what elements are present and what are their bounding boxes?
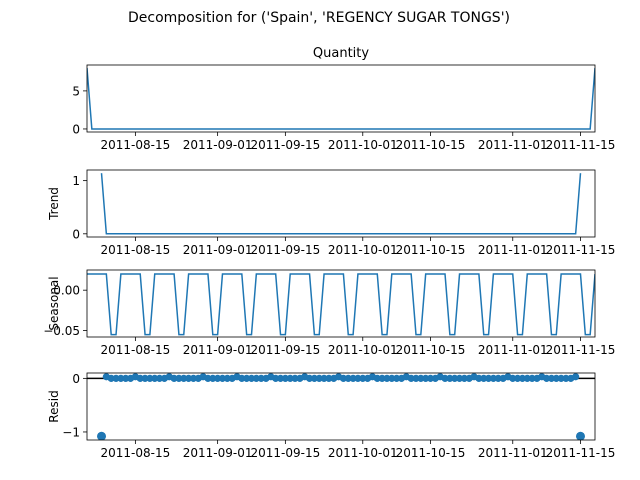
x-tick-label: 2011-10-01 <box>328 446 398 460</box>
y-tick-label: 5 <box>72 84 80 98</box>
x-tick-label: 2011-09-01 <box>183 138 253 152</box>
x-tick-label: 2011-09-01 <box>183 343 253 357</box>
x-tick-label: 2011-09-15 <box>250 343 320 357</box>
seasonal-line <box>87 273 595 336</box>
y-tick-label: −0.05 <box>43 324 80 338</box>
y-tick-label: 0 <box>72 227 80 241</box>
x-tick-label: 2011-09-15 <box>250 138 320 152</box>
y-tick-label: −1 <box>62 425 80 439</box>
x-tick-label: 2011-08-15 <box>101 446 171 460</box>
x-tick-label: 2011-11-15 <box>546 446 616 460</box>
x-tick-label: 2011-11-01 <box>478 343 548 357</box>
y-tick-label: 0 <box>72 122 80 136</box>
x-tick-label: 2011-08-15 <box>101 138 171 152</box>
x-tick-label: 2011-08-15 <box>101 343 171 357</box>
subplot-title: Quantity <box>313 46 369 61</box>
x-tick-label: 2011-10-15 <box>396 243 466 257</box>
y-axis-label: Resid <box>47 390 61 422</box>
x-tick-label: 2011-10-15 <box>396 343 466 357</box>
x-tick-label: 2011-10-15 <box>396 446 466 460</box>
y-tick-label: 0 <box>72 372 80 386</box>
resid-point <box>575 431 585 440</box>
axes-frame <box>86 269 596 338</box>
y-axis-label: Trend <box>47 187 61 221</box>
plot-area <box>87 373 595 440</box>
x-tick-label: 2011-11-01 <box>478 138 548 152</box>
x-tick-label: 2011-08-15 <box>101 243 171 257</box>
y-tick-label: 1 <box>72 174 80 188</box>
x-tick-label: 2011-11-15 <box>546 138 616 152</box>
x-tick-label: 2011-11-15 <box>546 343 616 357</box>
x-tick-label: 2011-09-15 <box>250 243 320 257</box>
plot-area <box>87 67 595 130</box>
x-tick-label: 2011-10-01 <box>328 343 398 357</box>
series-line <box>87 67 595 130</box>
subplot-1: Quantity 0 5 2011-08-15 2011-09-012011-09-15… <box>72 46 615 152</box>
series-line <box>100 173 582 235</box>
x-tick-label: 2011-09-01 <box>183 243 253 257</box>
x-tick-label: 2011-11-15 <box>546 243 616 257</box>
axes-frame <box>86 372 596 441</box>
x-tick-label: 2011-10-01 <box>328 138 398 152</box>
axes-frame <box>86 64 596 133</box>
x-tick-label: 2011-09-15 <box>250 446 320 460</box>
axes-frame <box>86 169 596 238</box>
y-axis-label: Seasonal <box>47 276 61 330</box>
x-tick-label: 2011-10-01 <box>328 243 398 257</box>
x-tick-label: 2011-09-01 <box>183 446 253 460</box>
x-tick-label: 2011-11-01 <box>478 446 548 460</box>
resid-point <box>572 373 580 381</box>
plot-area <box>100 173 582 235</box>
x-tick-label: 2011-11-01 <box>478 243 548 257</box>
y-tick-label: 0.00 <box>53 284 80 298</box>
figure-title: Decomposition for ('Spain', 'REGENCY SUG… <box>128 10 510 26</box>
x-tick-label: 2011-10-15 <box>396 138 466 152</box>
plot-area <box>87 273 595 336</box>
resid-point <box>97 431 107 440</box>
